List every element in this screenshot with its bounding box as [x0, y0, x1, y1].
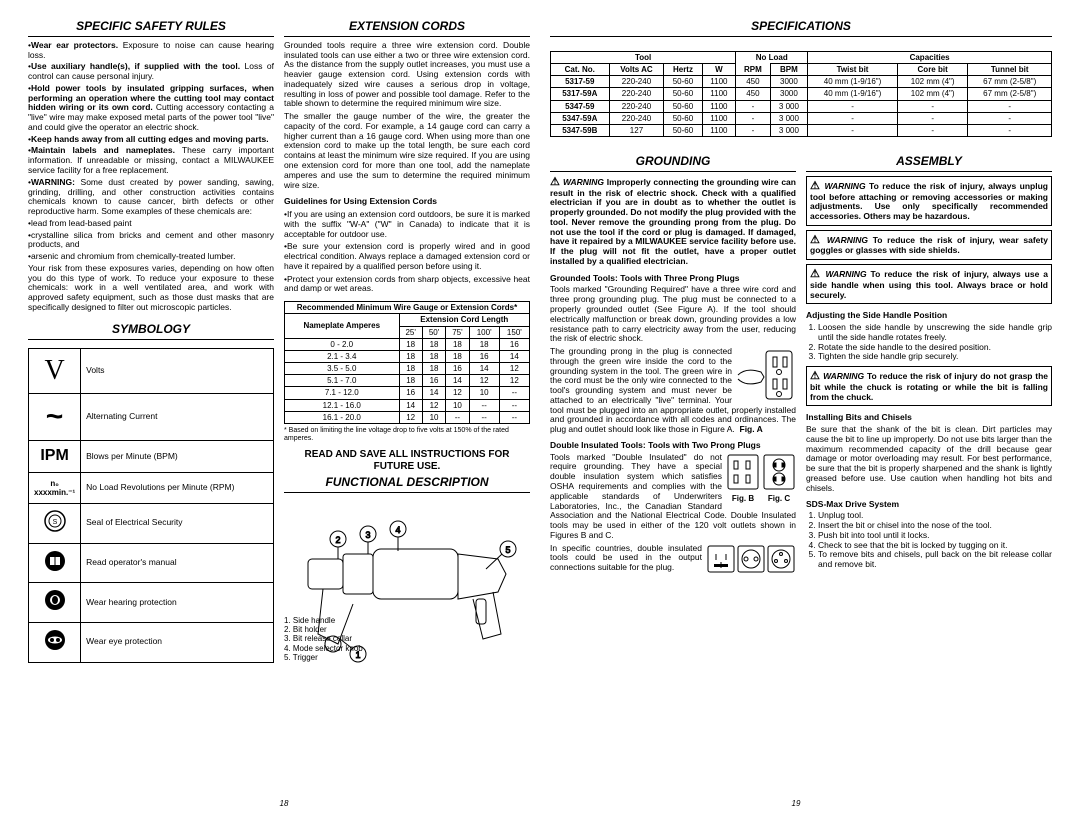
sds-title: SDS-Max Drive System: [806, 500, 1052, 510]
parts-list: 1. Side handle 2. Bit holder 3. Bit rele…: [284, 616, 374, 662]
sym-hearing-icon: [29, 583, 81, 623]
sh-step-3: Tighten the side handle grip securely.: [818, 352, 1052, 362]
part-2: 2. Bit holder: [284, 625, 374, 634]
grounding-warn-text: Improperly connecting the grounding wire…: [550, 177, 796, 266]
grounding-warning: ⚠ WARNING Improperly connecting the grou…: [550, 176, 796, 267]
three-prong-body: Tools marked "Grounding Required" have a…: [550, 285, 796, 344]
assembly-warn-2: ⚠ WARNING To reduce the risk of injury, …: [806, 230, 1052, 260]
page-number-right: 19: [540, 799, 1052, 808]
read-save-label: READ AND SAVE ALL INSTRUCTIONS FOR FUTUR…: [284, 449, 530, 472]
assembly-warn-4: ⚠ WARNING To reduce the risk of injury d…: [806, 366, 1052, 406]
side-handle-title: Adjusting the Side Handle Position: [806, 311, 1052, 321]
ext-np: Nameplate Amperes: [285, 314, 400, 338]
double-p2-wrap: In specific countries, double insulated …: [550, 544, 796, 574]
safety-rules-header: SPECIFIC SAFETY RULES: [28, 20, 274, 37]
sym-rpm-label: No Load Revolutions per Minute (RPM): [81, 472, 274, 503]
svg-text:S: S: [52, 519, 57, 526]
assembly-warn-1: ⚠ WARNING To reduce the risk of injury, …: [806, 176, 1052, 226]
svg-text:Fig. C: Fig. C: [768, 494, 790, 503]
extension-header: EXTENSION CORDS: [284, 20, 530, 37]
double-p2: In specific countries, double insulated …: [550, 543, 702, 573]
rule-1-bold: Use auxiliary handle(s), if supplied wit…: [31, 61, 240, 71]
sym-eye-icon: [29, 623, 81, 663]
sds-5: To remove bits and chisels, pull back on…: [818, 550, 1052, 570]
sym-ipm-label: Blows per Minute (BPM): [81, 441, 274, 472]
safety-tail: Your risk from these exposures varies, d…: [28, 264, 274, 313]
sym-seal-label: Seal of Electrical Security: [81, 503, 274, 543]
sym-eye-label: Wear eye protection: [81, 623, 274, 663]
bits-title: Installing Bits and Chisels: [806, 413, 1052, 423]
rule-5-bold: WARNING:: [31, 177, 75, 187]
symbology-header: SYMBOLOGY: [28, 323, 274, 340]
specs-tool-head: Tool: [551, 51, 736, 63]
ext-footnote: * Based on limiting the line voltage dro…: [284, 427, 530, 443]
svg-text:4: 4: [395, 525, 400, 535]
fig-a-label: Fig. A: [740, 424, 763, 434]
sym-v-label: Volts: [81, 348, 274, 393]
bits-body: Be sure that the shank of the bit is cle…: [806, 425, 1052, 493]
sub-2: arsenic and chromium from chemically-tre…: [31, 251, 236, 261]
safety-rules-list: •Wear ear protectors. Exposure to noise …: [28, 41, 274, 315]
specs-cap-head: Capacities: [808, 51, 1052, 63]
ext-p2: The smaller the gauge number of the wire…: [284, 112, 530, 190]
assembly-warn-3: ⚠ WARNING To reduce the risk of injury, …: [806, 264, 1052, 304]
sym-seal-icon: S: [29, 503, 81, 543]
part-3: 3. Bit release collar: [284, 634, 374, 643]
sub-1: crystalline silica from bricks and cemen…: [28, 230, 274, 250]
specs-table: Tool No Load Capacities Cat. No.Volts AC…: [550, 51, 1052, 137]
ext-intro: Grounded tools require a three wire exte…: [284, 41, 530, 109]
three-prong-p2-wrap: The grounding prong in the plug is conne…: [550, 347, 796, 435]
fig-bc-outlet-icon: Fig. B Fig. C: [726, 453, 796, 505]
symbology-table: VVolts ~Alternating Current IPMBlows per…: [28, 348, 274, 663]
rule-0-bold: Wear ear protectors.: [31, 40, 118, 50]
sh-step-1: Loosen the side handle by unscrewing the…: [818, 323, 1052, 343]
page-number-left: 18: [28, 799, 540, 808]
sym-manual-icon: [29, 543, 81, 583]
guide-2: Protect your extension cords from sharp …: [284, 274, 530, 294]
double-body-wrap: Fig. B Fig. C Tools marked "Double Insul…: [550, 453, 796, 541]
sym-manual-label: Read operator's manual: [81, 543, 274, 583]
ext-cl: Extension Cord Length: [399, 314, 530, 326]
sym-ac-label: Alternating Current: [81, 393, 274, 441]
part-1: 1. Side handle: [284, 616, 374, 625]
wire-gauge-table: Recommended Minimum Wire Gauge or Extens…: [284, 301, 530, 424]
specs-header: SPECIFICATIONS: [550, 20, 1052, 37]
svg-text:2: 2: [335, 535, 340, 545]
side-handle-steps: Loosen the side handle by unscrewing the…: [806, 323, 1052, 362]
sym-hearing-label: Wear hearing protection: [81, 583, 274, 623]
functional-header: FUNCTIONAL DESCRIPTION: [284, 476, 530, 493]
three-prong-title: Grounded Tools: Tools with Three Prong P…: [550, 274, 796, 284]
sds-steps: Unplug tool. Insert the bit or chisel in…: [806, 511, 1052, 570]
rule-4-bold: Maintain labels and nameplates.: [31, 145, 175, 155]
fig-a-outlet-icon: [736, 347, 796, 403]
sym-v-icon: V: [29, 348, 81, 393]
grounding-header: GROUNDING: [550, 155, 796, 172]
intl-outlet-icon: [706, 544, 796, 574]
svg-text:5: 5: [505, 545, 510, 555]
sub-0: lead from lead-based paint: [31, 218, 132, 228]
ext-guide-title: Guidelines for Using Extension Cords: [284, 197, 530, 207]
rule-3-bold: Keep hands away from all cutting edges a…: [31, 134, 269, 144]
sym-rpm-icon: n₀ xxxxmin.⁻¹: [29, 472, 81, 503]
ext-tbl-title: Recommended Minimum Wire Gauge or Extens…: [285, 302, 530, 314]
part-4: 4. Mode selector knob: [284, 644, 374, 653]
part-5: 5. Trigger: [284, 653, 374, 662]
functional-diagram: 4 3 2 5 1 1. Side handle 2. Bit holder 3…: [284, 500, 530, 680]
svg-text:Fig. B: Fig. B: [732, 494, 754, 503]
sym-ac-icon: ~: [29, 393, 81, 441]
double-title: Double Insulated Tools: Tools with Two P…: [550, 441, 796, 451]
sym-ipm-icon: IPM: [29, 441, 81, 472]
assembly-header: ASSEMBLY: [806, 155, 1052, 172]
guide-1: Be sure your extension cord is properly …: [284, 241, 530, 271]
guide-0: If you are using an extension cord outdo…: [284, 209, 530, 239]
svg-text:3: 3: [365, 530, 370, 540]
